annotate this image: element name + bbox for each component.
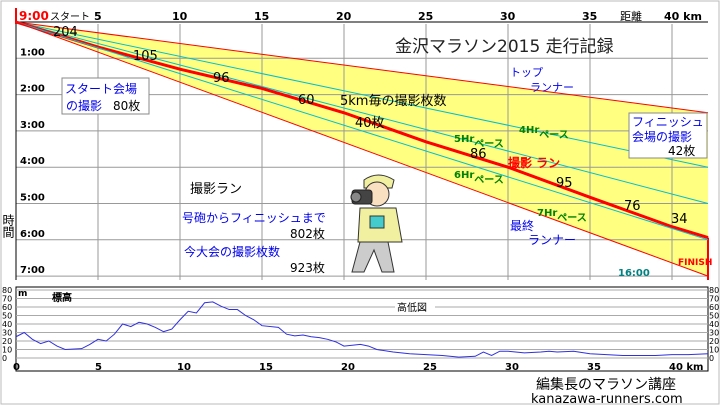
finish-box-count: 42枚 — [668, 143, 695, 158]
chart-title: 金沢マラソン2015 走行記録 — [395, 37, 614, 57]
footer-title: 編集長のマラソン講座 — [536, 376, 676, 393]
photos-per-5km-title: 5km毎の撮影枚数 — [340, 93, 446, 109]
elevation-y-tick: 40 — [2, 320, 12, 329]
y-tick-label: 2:00 — [20, 84, 45, 95]
elevation-title-bg — [395, 300, 435, 314]
elevation-x-tick: 25 — [423, 362, 437, 373]
start-text: スタート — [50, 11, 90, 23]
elevation-x-tick: 5 — [95, 362, 102, 373]
elevation-y-tick: 80 — [2, 286, 12, 295]
start-box-count: 80枚 — [113, 98, 140, 113]
elevation-frame — [15, 286, 709, 372]
summary-line1: 号砲からフィニッシュまで — [182, 211, 326, 225]
photographer-illustration — [350, 174, 403, 273]
summary-heading: 撮影ラン — [190, 181, 242, 197]
start-box-line1: スタート会場 — [65, 82, 137, 96]
elevation-y-tick-right: 0 — [709, 354, 714, 363]
photo-count-label: 95 — [556, 176, 573, 191]
finish-label: FINISH — [678, 258, 712, 268]
elevation-y-tick: 10 — [2, 346, 12, 355]
y-tick-label: 1:00 — [20, 47, 45, 58]
elevation-y-tick: 60 — [2, 303, 12, 312]
elevation-y-tick: 50 — [2, 312, 12, 321]
elevation-unit: m — [18, 289, 27, 299]
elevation-y-tick-right: 30 — [709, 329, 719, 338]
start-time: 9:00 — [19, 9, 49, 23]
pace-label: 4Hrペース — [519, 125, 569, 141]
top-runner-label2: ランナー — [530, 81, 574, 94]
x-tick-label: 40 km — [664, 10, 702, 23]
elevation-y-tick-right: 70 — [709, 295, 719, 304]
x-axis-label: 距離 — [620, 9, 642, 23]
photo-count-label: 86 — [470, 147, 487, 162]
series-line — [15, 21, 709, 277]
y-axis-label: 時間 — [1, 214, 15, 238]
pace-label: 7Hrペース — [537, 208, 587, 224]
finish-box-line2: 会場の撮影 — [632, 130, 692, 144]
last-runner-label2: ランナー — [528, 233, 576, 247]
y-tick-label: 4:00 — [20, 156, 45, 167]
elevation-y-tick-right: 60 — [709, 303, 719, 312]
finish-box-line1: フィニッシュ — [632, 115, 704, 129]
y-tick-label: 3:00 — [20, 120, 45, 131]
photo-count-label: 40枚 — [355, 116, 385, 131]
elevation-y-tick: 0 — [2, 354, 7, 363]
elevation-y-tick-right: 50 — [709, 312, 719, 321]
x-tick-label: 25 — [418, 10, 433, 23]
series-line — [15, 21, 709, 204]
elevation-y-tick: 70 — [2, 295, 12, 304]
series-line — [15, 20, 709, 240]
elevation-x-tick: 0 — [13, 362, 20, 373]
elevation-y-tick: 20 — [2, 337, 12, 346]
elevation-y-tick: 30 — [2, 329, 12, 338]
elevation-x-tick: 10 — [177, 362, 191, 373]
elevation-x-tick: 15 — [259, 362, 273, 373]
start-box — [61, 77, 150, 115]
elevation-x-tick: 40 km — [669, 362, 703, 373]
y-tick-label: 6:00 — [20, 229, 45, 240]
elevation-y-tick-right: 40 — [709, 320, 719, 329]
summary-line2: 今大会の撮影枚数 — [184, 244, 280, 259]
x-tick-label: 15 — [254, 10, 269, 23]
summary-count1: 802枚 — [290, 226, 325, 241]
elevation-x-tick: 30 — [505, 362, 519, 373]
photo-count-label: 34 — [671, 212, 688, 227]
x-tick-label: 5 — [94, 10, 102, 23]
x-tick-label: 10 — [172, 10, 188, 23]
elevation-x-tick: 20 — [341, 362, 355, 373]
elevation-y-label: 標高 — [52, 291, 72, 304]
last-runner-label1: 最終 — [510, 218, 534, 233]
footer-url[interactable]: kanazawa-runners.com — [531, 392, 683, 405]
elevation-title: 高低図 — [397, 301, 427, 314]
photo-count-label: 60 — [298, 93, 315, 108]
top-runner-label1: トップ — [510, 66, 543, 79]
pace-label: 5Hrペース — [454, 134, 504, 150]
photo-count-label: 76 — [624, 199, 641, 214]
x-tick-label: 20 — [336, 10, 352, 23]
x-tick-label: 30 — [500, 10, 516, 23]
start-box-line2: の撮影 — [66, 99, 102, 113]
elevation-line — [15, 301, 709, 358]
elevation-x-tick: 35 — [587, 362, 601, 373]
photo-run-label: 撮影 ラン — [508, 155, 560, 170]
photo-count-label: 96 — [213, 71, 230, 86]
y-tick-label: 5:00 — [20, 193, 45, 204]
finish-box — [628, 112, 708, 159]
finish-time: 16:00 — [618, 268, 650, 279]
series-line — [15, 21, 709, 241]
series-line — [15, 21, 709, 114]
elevation-y-tick-right: 80 — [709, 286, 719, 295]
pace-label: 6Hrペース — [454, 170, 504, 186]
photo-count-label: 204 — [53, 25, 78, 40]
series-line — [15, 21, 709, 168]
x-tick-label: 35 — [582, 10, 597, 23]
photo-count-label: 105 — [133, 49, 158, 64]
y-tick-label: 7:00 — [20, 265, 45, 276]
summary-count2: 923枚 — [290, 260, 325, 275]
elevation-y-tick-right: 10 — [709, 346, 719, 355]
elevation-y-tick-right: 20 — [709, 337, 719, 346]
